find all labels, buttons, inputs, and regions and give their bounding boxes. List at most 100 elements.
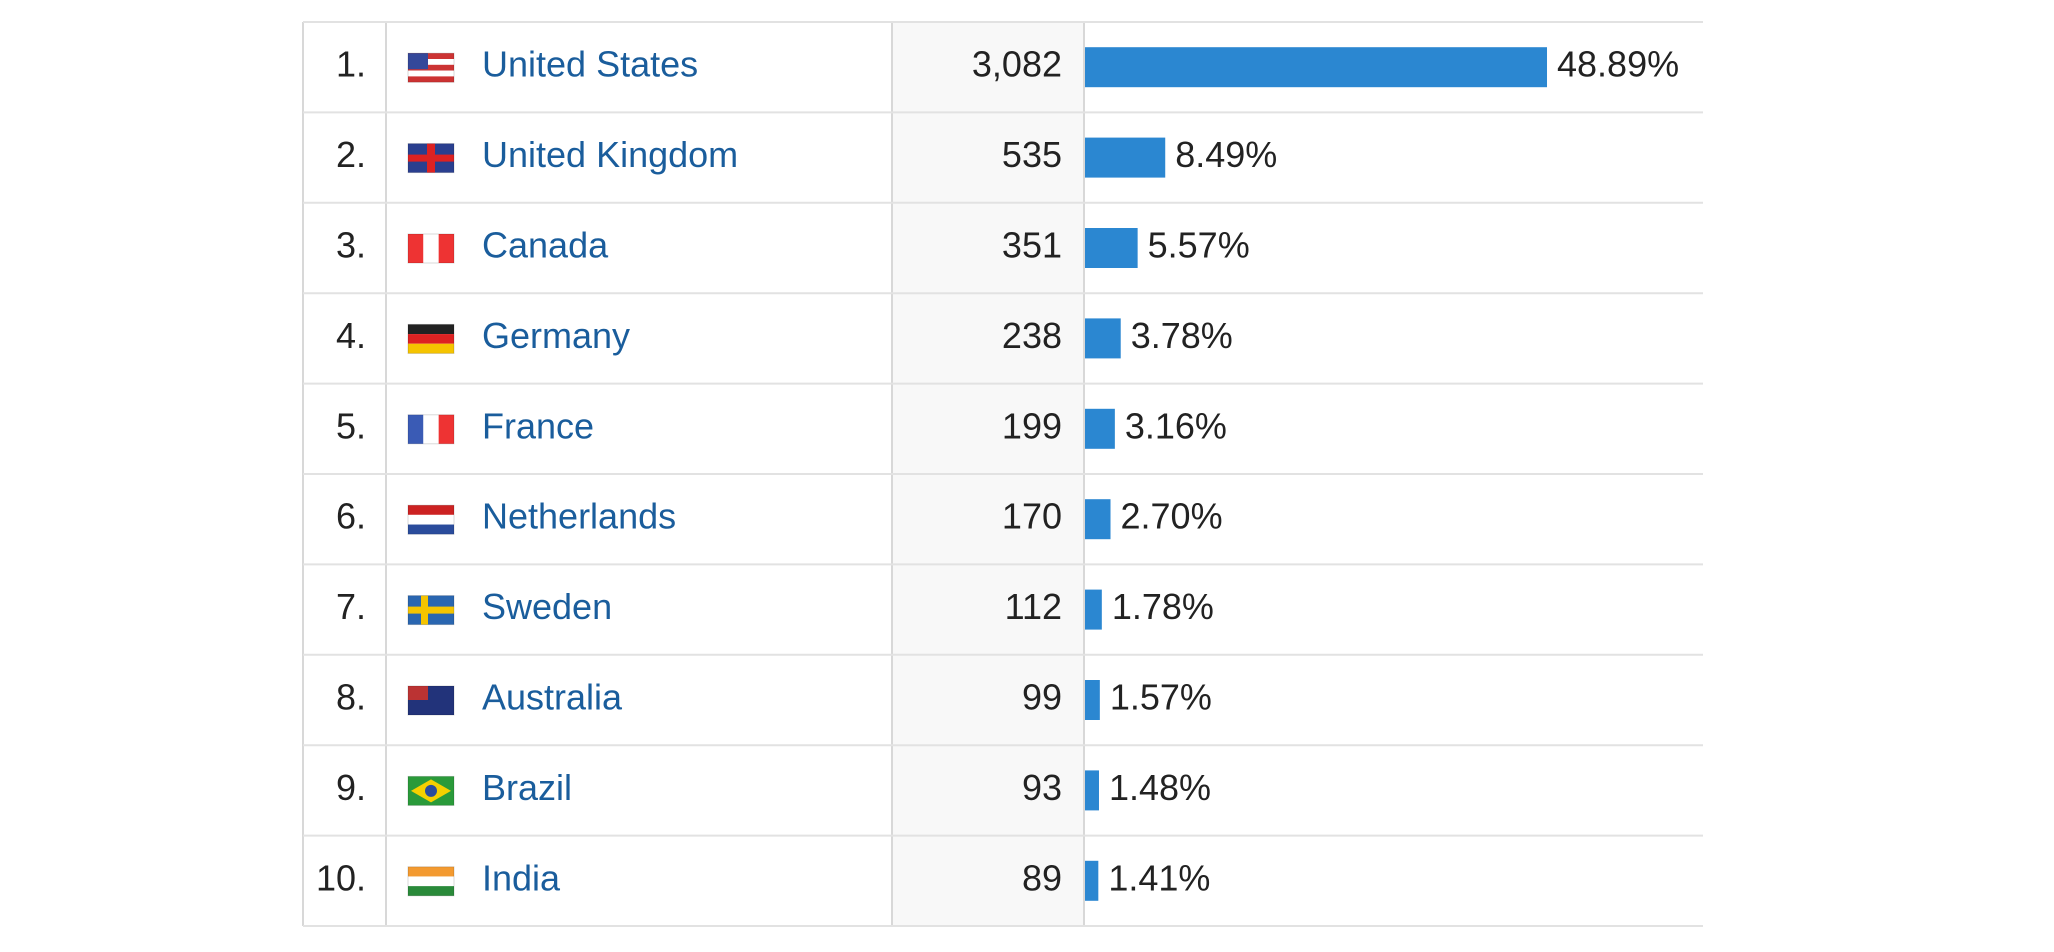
sessions: 351 [1002,225,1062,266]
country-link[interactable]: United States [482,44,698,85]
flag-icon [407,143,455,174]
sessions: 89 [1022,857,1062,898]
flag-stripe [408,524,454,535]
share-bar [1085,228,1138,268]
rank: 10. [316,857,366,898]
flag-stripe [408,876,454,887]
table-rows: 1. United States 3,082 48.89% 2. United Kingd… [316,44,1679,901]
flag-border [407,143,455,174]
country-link[interactable]: United Kingdom [482,134,738,175]
flag-stripe [408,886,454,896]
flag-stripe [408,64,454,71]
share-label: 8.49% [1175,134,1277,175]
rank: 8. [336,677,366,718]
share-bar [1085,770,1099,811]
flag-border [407,775,455,806]
flag-stripe [408,234,424,263]
share-bar [1085,860,1099,901]
flag-stripe [438,234,454,263]
flag-stripe [408,414,424,444]
share-label: 3.78% [1131,315,1233,356]
flag-stripe [408,70,454,77]
share-label: 1.57% [1110,677,1212,718]
flag-stripe [408,76,454,83]
share-bar [1085,408,1115,449]
share-bar [1085,137,1166,178]
sessions: 238 [1002,315,1062,356]
share-label: 1.41% [1108,857,1210,898]
rank: 9. [336,767,366,808]
country-link[interactable]: Sweden [482,586,612,627]
flag-stripe [408,343,454,354]
rank: 3. [336,225,366,266]
flag-icon [407,323,455,354]
flag-border [407,504,455,535]
flag-border [407,414,455,445]
share-label: 2.70% [1121,496,1223,537]
rank: 6. [336,496,366,537]
flag-stripe [408,334,454,344]
flag-stripe [408,59,454,65]
share-bar [1085,47,1548,88]
share-bar [1085,318,1121,359]
country-link[interactable]: Canada [482,225,609,266]
flag-icon [407,595,455,626]
table-grid [302,21,1703,927]
flag-icon [407,685,455,716]
flag-stripe [408,514,454,525]
country-link[interactable]: Germany [482,315,630,356]
flag-border [407,866,455,897]
sessions: 199 [1002,405,1062,446]
sessions: 93 [1022,767,1062,808]
rank: 1. [336,44,366,85]
flag-border [407,52,455,83]
flag-border [407,685,455,716]
share-label: 3.16% [1125,405,1227,446]
share-label: 1.78% [1112,586,1214,627]
flag-stripe [423,414,439,444]
share-bar [1085,589,1102,630]
country-link[interactable]: India [482,857,561,898]
flag-icon [407,233,455,264]
flag-cross [427,143,435,173]
flag-cross [408,606,454,614]
sessions: 112 [1005,586,1062,627]
flag-icon [407,504,455,535]
country-link[interactable]: Netherlands [482,496,676,537]
flag-stripe [438,414,454,444]
flag-icon [407,775,455,806]
sessions: 535 [1002,134,1062,175]
flag-icon [407,52,455,83]
sessions: 3,082 [972,44,1062,85]
flag-stripe [408,53,454,59]
flag-cross [421,595,428,625]
flag-stripe [408,324,454,335]
sessions: 170 [1002,496,1062,537]
flag-border [407,323,455,354]
rank: 5. [336,405,366,446]
share-bar [1085,499,1111,540]
rank: 2. [336,134,366,175]
flag-border [407,233,455,264]
flag-globe [425,784,437,797]
flag-stripe [408,505,454,515]
country-link[interactable]: Brazil [482,767,572,808]
flag-border [407,595,455,626]
flag-canton [408,53,428,70]
rank: 4. [336,315,366,356]
sessions: 99 [1022,677,1062,718]
flag-icon [407,866,455,897]
flag-canton [408,686,428,700]
share-bar [1085,680,1100,720]
country-link[interactable]: Australia [482,677,623,718]
share-label: 1.48% [1109,767,1211,808]
share-label: 48.89% [1557,44,1679,85]
share-label: 5.57% [1148,225,1250,266]
country-link[interactable]: France [482,405,594,446]
flag-stripe [423,234,439,263]
flag-stripe [408,866,454,877]
rank: 7. [336,586,366,627]
flag-icon [407,414,455,445]
